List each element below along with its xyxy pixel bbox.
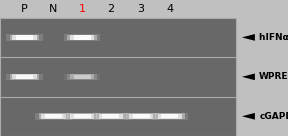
Polygon shape xyxy=(242,113,255,120)
Bar xyxy=(12,35,37,40)
Bar xyxy=(0,57,236,97)
Polygon shape xyxy=(242,73,255,80)
Bar xyxy=(39,113,68,119)
Bar xyxy=(45,114,62,118)
Text: 2: 2 xyxy=(107,4,114,14)
Bar xyxy=(73,75,91,79)
Bar xyxy=(70,74,94,79)
Text: WPRE: WPRE xyxy=(259,72,288,81)
Text: P: P xyxy=(21,4,28,14)
Text: 4: 4 xyxy=(166,4,173,14)
Bar xyxy=(70,35,94,40)
Bar xyxy=(96,113,126,119)
Bar xyxy=(64,34,101,41)
Bar xyxy=(126,113,156,119)
Bar xyxy=(0,18,236,136)
Bar xyxy=(161,114,179,118)
Bar xyxy=(67,113,97,119)
Bar xyxy=(10,35,39,40)
Bar xyxy=(67,35,97,40)
Bar xyxy=(67,74,97,80)
Bar xyxy=(151,113,188,120)
Bar xyxy=(64,74,101,80)
Text: 3: 3 xyxy=(138,4,145,14)
Bar xyxy=(73,114,91,118)
Bar xyxy=(10,74,39,80)
Bar xyxy=(6,74,43,80)
Text: 1: 1 xyxy=(79,4,86,14)
Bar xyxy=(70,114,94,119)
Bar xyxy=(98,114,123,119)
Bar xyxy=(155,113,185,119)
Text: N: N xyxy=(49,4,58,14)
Bar xyxy=(0,18,236,57)
Bar xyxy=(132,114,150,118)
Bar xyxy=(12,74,37,79)
Bar xyxy=(73,35,91,40)
Bar xyxy=(102,114,120,118)
Bar xyxy=(16,75,33,79)
Polygon shape xyxy=(242,34,255,41)
Bar xyxy=(123,113,160,120)
Bar xyxy=(0,97,236,136)
Bar xyxy=(158,114,182,119)
Bar xyxy=(129,114,153,119)
Bar xyxy=(35,113,72,120)
Bar xyxy=(64,113,101,120)
Bar xyxy=(16,35,33,40)
Bar xyxy=(92,113,129,120)
Text: cGAPDH: cGAPDH xyxy=(259,112,288,121)
Bar xyxy=(6,34,43,41)
Bar xyxy=(41,114,65,119)
Text: hIFNα2b 340: hIFNα2b 340 xyxy=(259,33,288,42)
